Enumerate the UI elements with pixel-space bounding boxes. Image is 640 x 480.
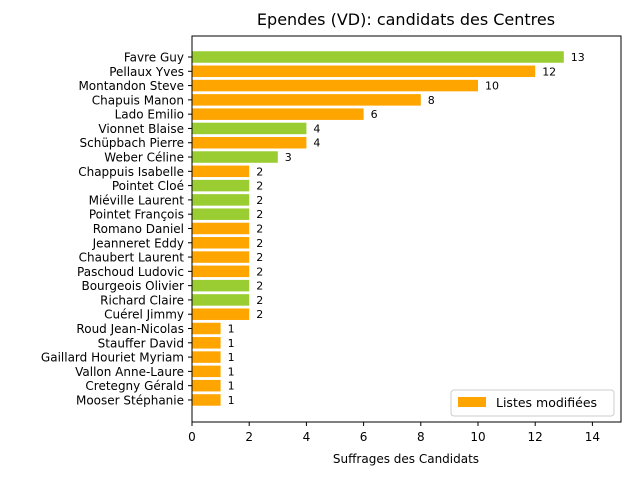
bar <box>192 194 250 206</box>
value-label: 12 <box>542 65 556 78</box>
value-label: 10 <box>485 80 499 93</box>
category-label: Chappuis Isabelle <box>78 165 184 179</box>
bar <box>192 308 250 320</box>
bar <box>192 51 564 63</box>
bar <box>192 337 221 349</box>
x-tick-label: 2 <box>245 430 253 444</box>
value-label: 2 <box>256 237 263 250</box>
bar <box>192 379 221 392</box>
bar <box>192 251 250 263</box>
category-label: Paschoud Ludovic <box>77 265 184 279</box>
value-label: 1 <box>228 337 235 350</box>
category-label: Cuérel Jimmy <box>104 308 184 322</box>
x-tick-label: 0 <box>188 430 196 444</box>
bar <box>192 351 221 363</box>
category-label: Miéville Laurent <box>89 193 185 207</box>
category-label: Weber Céline <box>104 151 184 165</box>
bar <box>192 65 536 78</box>
bar <box>192 151 278 163</box>
category-label: Favre Guy <box>124 51 184 65</box>
value-label: 1 <box>228 394 235 407</box>
value-label: 4 <box>313 122 320 135</box>
value-label: 2 <box>256 222 263 235</box>
category-label: Vallon Anne-Laure <box>75 365 184 379</box>
legend-frame <box>450 389 615 417</box>
category-label: Schüpbach Pierre <box>80 136 185 150</box>
category-label: Roud Jean-Nicolas <box>76 322 184 336</box>
category-label: Cretegny Gérald <box>85 379 184 393</box>
value-label: 2 <box>256 194 263 207</box>
value-label: 2 <box>256 208 263 221</box>
bar <box>192 265 250 278</box>
category-label: Bourgeois Olivier <box>81 279 184 293</box>
bar <box>192 279 250 292</box>
category-label: Mooser Stéphanie <box>76 393 184 407</box>
category-label: Montandon Steve <box>78 79 184 93</box>
value-label: 2 <box>256 165 263 178</box>
category-label: Vionnet Blaise <box>98 122 184 136</box>
category-label: Chapuis Manon <box>92 93 184 107</box>
bar <box>192 94 421 106</box>
x-tick-label: 14 <box>585 430 600 444</box>
x-axis: 0 2 4 6 8 10 12 14 <box>188 422 600 444</box>
bar <box>192 122 307 135</box>
value-label: 2 <box>256 180 263 193</box>
value-label: 6 <box>371 108 378 121</box>
bar <box>192 222 250 235</box>
value-label: 13 <box>571 51 585 64</box>
category-label: Pointet François <box>89 208 184 222</box>
value-label: 4 <box>313 137 320 150</box>
category-label: Pellaux Yves <box>109 65 184 79</box>
bar <box>192 294 250 306</box>
category-label: Richard Claire <box>100 293 184 307</box>
bar <box>192 394 221 406</box>
bar <box>192 365 221 378</box>
legend-swatch <box>458 397 486 407</box>
value-label: 2 <box>256 265 263 278</box>
value-label: 8 <box>428 94 435 107</box>
category-label: Gaillard Houriet Myriam <box>41 351 184 365</box>
chart-title: Ependes (VD): candidats des Centres <box>257 10 555 29</box>
x-axis-label: Suffrages des Candidats <box>333 452 479 466</box>
x-tick-label: 8 <box>417 430 425 444</box>
value-label: 1 <box>228 365 235 378</box>
category-label: Pointet Cloé <box>112 179 184 193</box>
category-label: Stauffer David <box>98 336 184 350</box>
value-label: 3 <box>285 151 292 164</box>
category-label: Romano Daniel <box>93 222 184 236</box>
legend: Listes modifiées <box>450 389 615 417</box>
bars-group <box>192 51 564 406</box>
bar <box>192 237 250 249</box>
value-label: 1 <box>228 323 235 336</box>
plot-frame <box>191 35 622 423</box>
value-label: 2 <box>256 308 263 321</box>
legend-label: Listes modifiées <box>496 395 597 410</box>
bar <box>192 136 307 149</box>
category-label: Jeanneret Eddy <box>92 236 184 250</box>
bar <box>192 165 250 178</box>
value-label: 2 <box>256 294 263 307</box>
bar <box>192 179 250 192</box>
x-tick-label: 6 <box>360 430 368 444</box>
bar <box>192 79 478 92</box>
value-label: 2 <box>256 251 263 264</box>
category-label: Lado Emilio <box>115 108 184 122</box>
bar <box>192 108 364 120</box>
x-tick-label: 4 <box>303 430 311 444</box>
x-tick-label: 12 <box>528 430 543 444</box>
bar <box>192 322 221 335</box>
value-label: 1 <box>228 380 235 393</box>
category-label: Chaubert Laurent <box>79 251 185 265</box>
value-label: 1 <box>228 351 235 364</box>
value-label: 2 <box>256 280 263 293</box>
bar <box>192 208 250 220</box>
x-tick-label: 10 <box>470 430 485 444</box>
